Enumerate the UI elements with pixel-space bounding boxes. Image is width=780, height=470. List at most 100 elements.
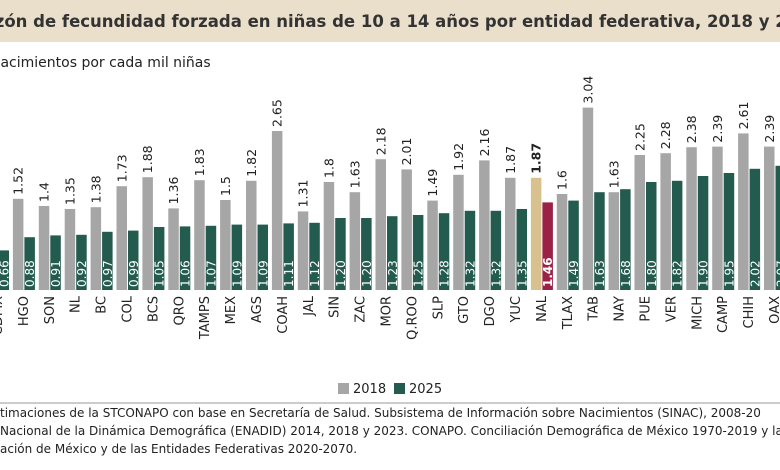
x-tick-label: MICH bbox=[690, 296, 705, 330]
bar bbox=[142, 177, 153, 290]
bar bbox=[128, 230, 139, 290]
bar bbox=[723, 173, 735, 290]
bar bbox=[505, 177, 516, 290]
value-label: 0.97 bbox=[101, 260, 115, 287]
value-label: 2.28 bbox=[658, 121, 673, 149]
value-label: 1.07 bbox=[204, 260, 218, 287]
legend-label: 2018 bbox=[353, 382, 386, 397]
value-label: 1.46 bbox=[541, 257, 555, 287]
bar bbox=[412, 215, 424, 290]
bar bbox=[12, 198, 24, 290]
bar bbox=[634, 155, 645, 290]
value-label: 1.20 bbox=[334, 260, 348, 287]
value-label: 1.63 bbox=[606, 160, 621, 188]
value-label: 1.32 bbox=[463, 260, 477, 287]
x-tick-label: YUC bbox=[509, 296, 524, 324]
x-tick-label: DGO bbox=[483, 296, 498, 326]
x-tick-label: SIN bbox=[328, 296, 343, 318]
bar bbox=[361, 218, 372, 290]
value-label: 1.23 bbox=[386, 260, 400, 287]
value-label: 1.49 bbox=[425, 169, 440, 197]
value-label: 1.90 bbox=[697, 260, 711, 287]
x-tick-label: TAB bbox=[587, 296, 602, 322]
bar bbox=[556, 194, 568, 290]
value-label: 1.35 bbox=[515, 260, 529, 287]
bar bbox=[24, 237, 35, 290]
source-line: timaciones de la STCONAPO con base en Se… bbox=[0, 406, 761, 420]
bar bbox=[620, 189, 631, 290]
x-tick-label: NL bbox=[69, 295, 84, 313]
value-label: 1.92 bbox=[451, 143, 466, 171]
value-label: 1.8 bbox=[321, 158, 336, 178]
value-label: 1.82 bbox=[244, 149, 259, 177]
bar bbox=[453, 174, 464, 290]
value-label: 1.12 bbox=[308, 260, 322, 287]
value-label: 1.5 bbox=[218, 176, 233, 196]
value-label: 1.20 bbox=[360, 260, 374, 287]
value-label: 2.39 bbox=[762, 115, 777, 143]
value-label: 2.61 bbox=[736, 102, 751, 130]
x-tick-label: SLP bbox=[431, 296, 446, 319]
bar bbox=[686, 147, 697, 290]
bar bbox=[646, 182, 657, 290]
bar bbox=[582, 107, 594, 290]
x-tick-label: CHIH bbox=[742, 296, 757, 328]
bar bbox=[464, 210, 476, 290]
bar bbox=[542, 202, 553, 290]
x-tick-label: SON bbox=[43, 296, 58, 324]
value-label: 1.73 bbox=[114, 154, 129, 182]
bar bbox=[749, 168, 761, 290]
bar bbox=[401, 169, 412, 290]
x-tick-label: NAY bbox=[613, 296, 628, 322]
x-tick-label: AGS bbox=[250, 296, 265, 323]
value-label: 1.88 bbox=[140, 145, 155, 173]
x-tick-label: CDMX bbox=[0, 296, 6, 335]
x-tick-label: ZAC bbox=[354, 296, 369, 323]
value-label: 0.88 bbox=[23, 260, 37, 287]
bar bbox=[271, 131, 283, 290]
x-tick-label: BC bbox=[95, 296, 110, 314]
value-label: 1.09 bbox=[256, 260, 270, 287]
value-label: 1.49 bbox=[567, 260, 581, 287]
bar bbox=[349, 192, 361, 290]
x-tick-label: MOR bbox=[380, 296, 395, 326]
value-label: 2.18 bbox=[373, 127, 388, 155]
value-label: 1.06 bbox=[179, 260, 193, 287]
value-label: 1.28 bbox=[438, 260, 452, 287]
x-tick-label: OAX bbox=[768, 296, 780, 324]
bar bbox=[90, 207, 102, 290]
bar bbox=[309, 222, 320, 290]
value-label: 1.80 bbox=[645, 260, 659, 287]
bar bbox=[608, 192, 620, 290]
source-line: ación de México y de las Entidades Feder… bbox=[0, 442, 357, 456]
bar bbox=[712, 146, 723, 290]
value-label: 1.95 bbox=[722, 260, 736, 287]
value-label: 2.01 bbox=[399, 138, 414, 166]
value-label: 2.07 bbox=[774, 260, 780, 287]
subtitle: Nacimientos por cada mil niñas bbox=[0, 55, 211, 71]
bar bbox=[775, 165, 780, 290]
bar bbox=[116, 186, 127, 290]
value-label: 1.63 bbox=[593, 260, 607, 287]
bar bbox=[530, 177, 542, 290]
value-label: 1.68 bbox=[619, 260, 633, 287]
value-label: 1.05 bbox=[153, 260, 167, 287]
value-label: 0.66 bbox=[0, 260, 11, 287]
legend-swatch bbox=[394, 383, 405, 394]
x-tick-label: JAL bbox=[302, 295, 317, 316]
x-tick-label: VER bbox=[664, 296, 679, 322]
bar bbox=[231, 224, 243, 290]
bar bbox=[738, 133, 749, 290]
bar bbox=[297, 211, 309, 290]
chart-title: Razón de fecundidad forzada en niñas de … bbox=[0, 12, 780, 31]
value-label: 1.87 bbox=[503, 146, 518, 174]
value-label: 2.25 bbox=[632, 123, 647, 151]
bar bbox=[64, 209, 76, 290]
x-tick-label: GTO bbox=[457, 296, 472, 324]
x-tick-label: HGO bbox=[17, 296, 32, 326]
x-tick-label: Q.ROO bbox=[405, 296, 420, 340]
value-label: 2.16 bbox=[477, 129, 492, 157]
bar bbox=[76, 234, 87, 290]
value-label: 2.65 bbox=[270, 99, 285, 127]
bar bbox=[490, 210, 502, 290]
